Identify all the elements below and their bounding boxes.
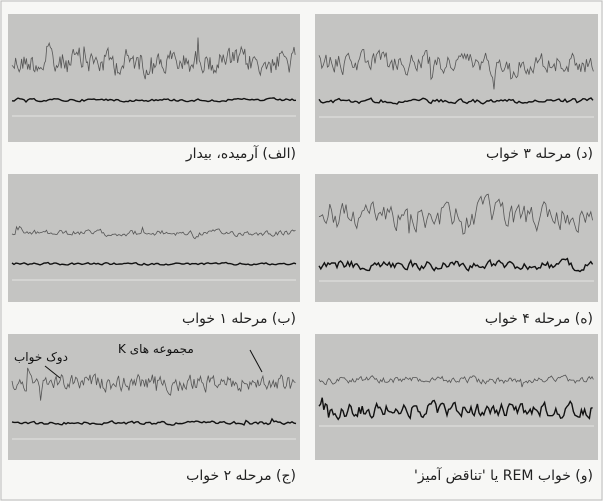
figure: (الف) آرمیده، بیدار (ب) مرحله ۱ خواب (ج)… — [0, 0, 603, 501]
caption: (ه) مرحله ۴ خواب — [485, 311, 593, 327]
caption: (و) خواب REM یا 'تناقض آمیز' — [414, 468, 593, 484]
caption: (د) مرحله ۳ خواب — [486, 146, 593, 162]
panel — [315, 174, 598, 302]
panel — [315, 14, 598, 142]
panel — [8, 174, 300, 302]
caption: (الف) آرمیده، بیدار — [186, 146, 296, 162]
caption: (ج) مرحله ۲ خواب — [186, 468, 296, 484]
caption: (ب) مرحله ۱ خواب — [182, 311, 296, 327]
panel — [315, 334, 598, 460]
annotation: دوک خواب — [14, 350, 68, 364]
eeg-traces — [0, 0, 603, 501]
panel — [8, 14, 300, 142]
annotation: مجموعه های K — [118, 342, 194, 356]
